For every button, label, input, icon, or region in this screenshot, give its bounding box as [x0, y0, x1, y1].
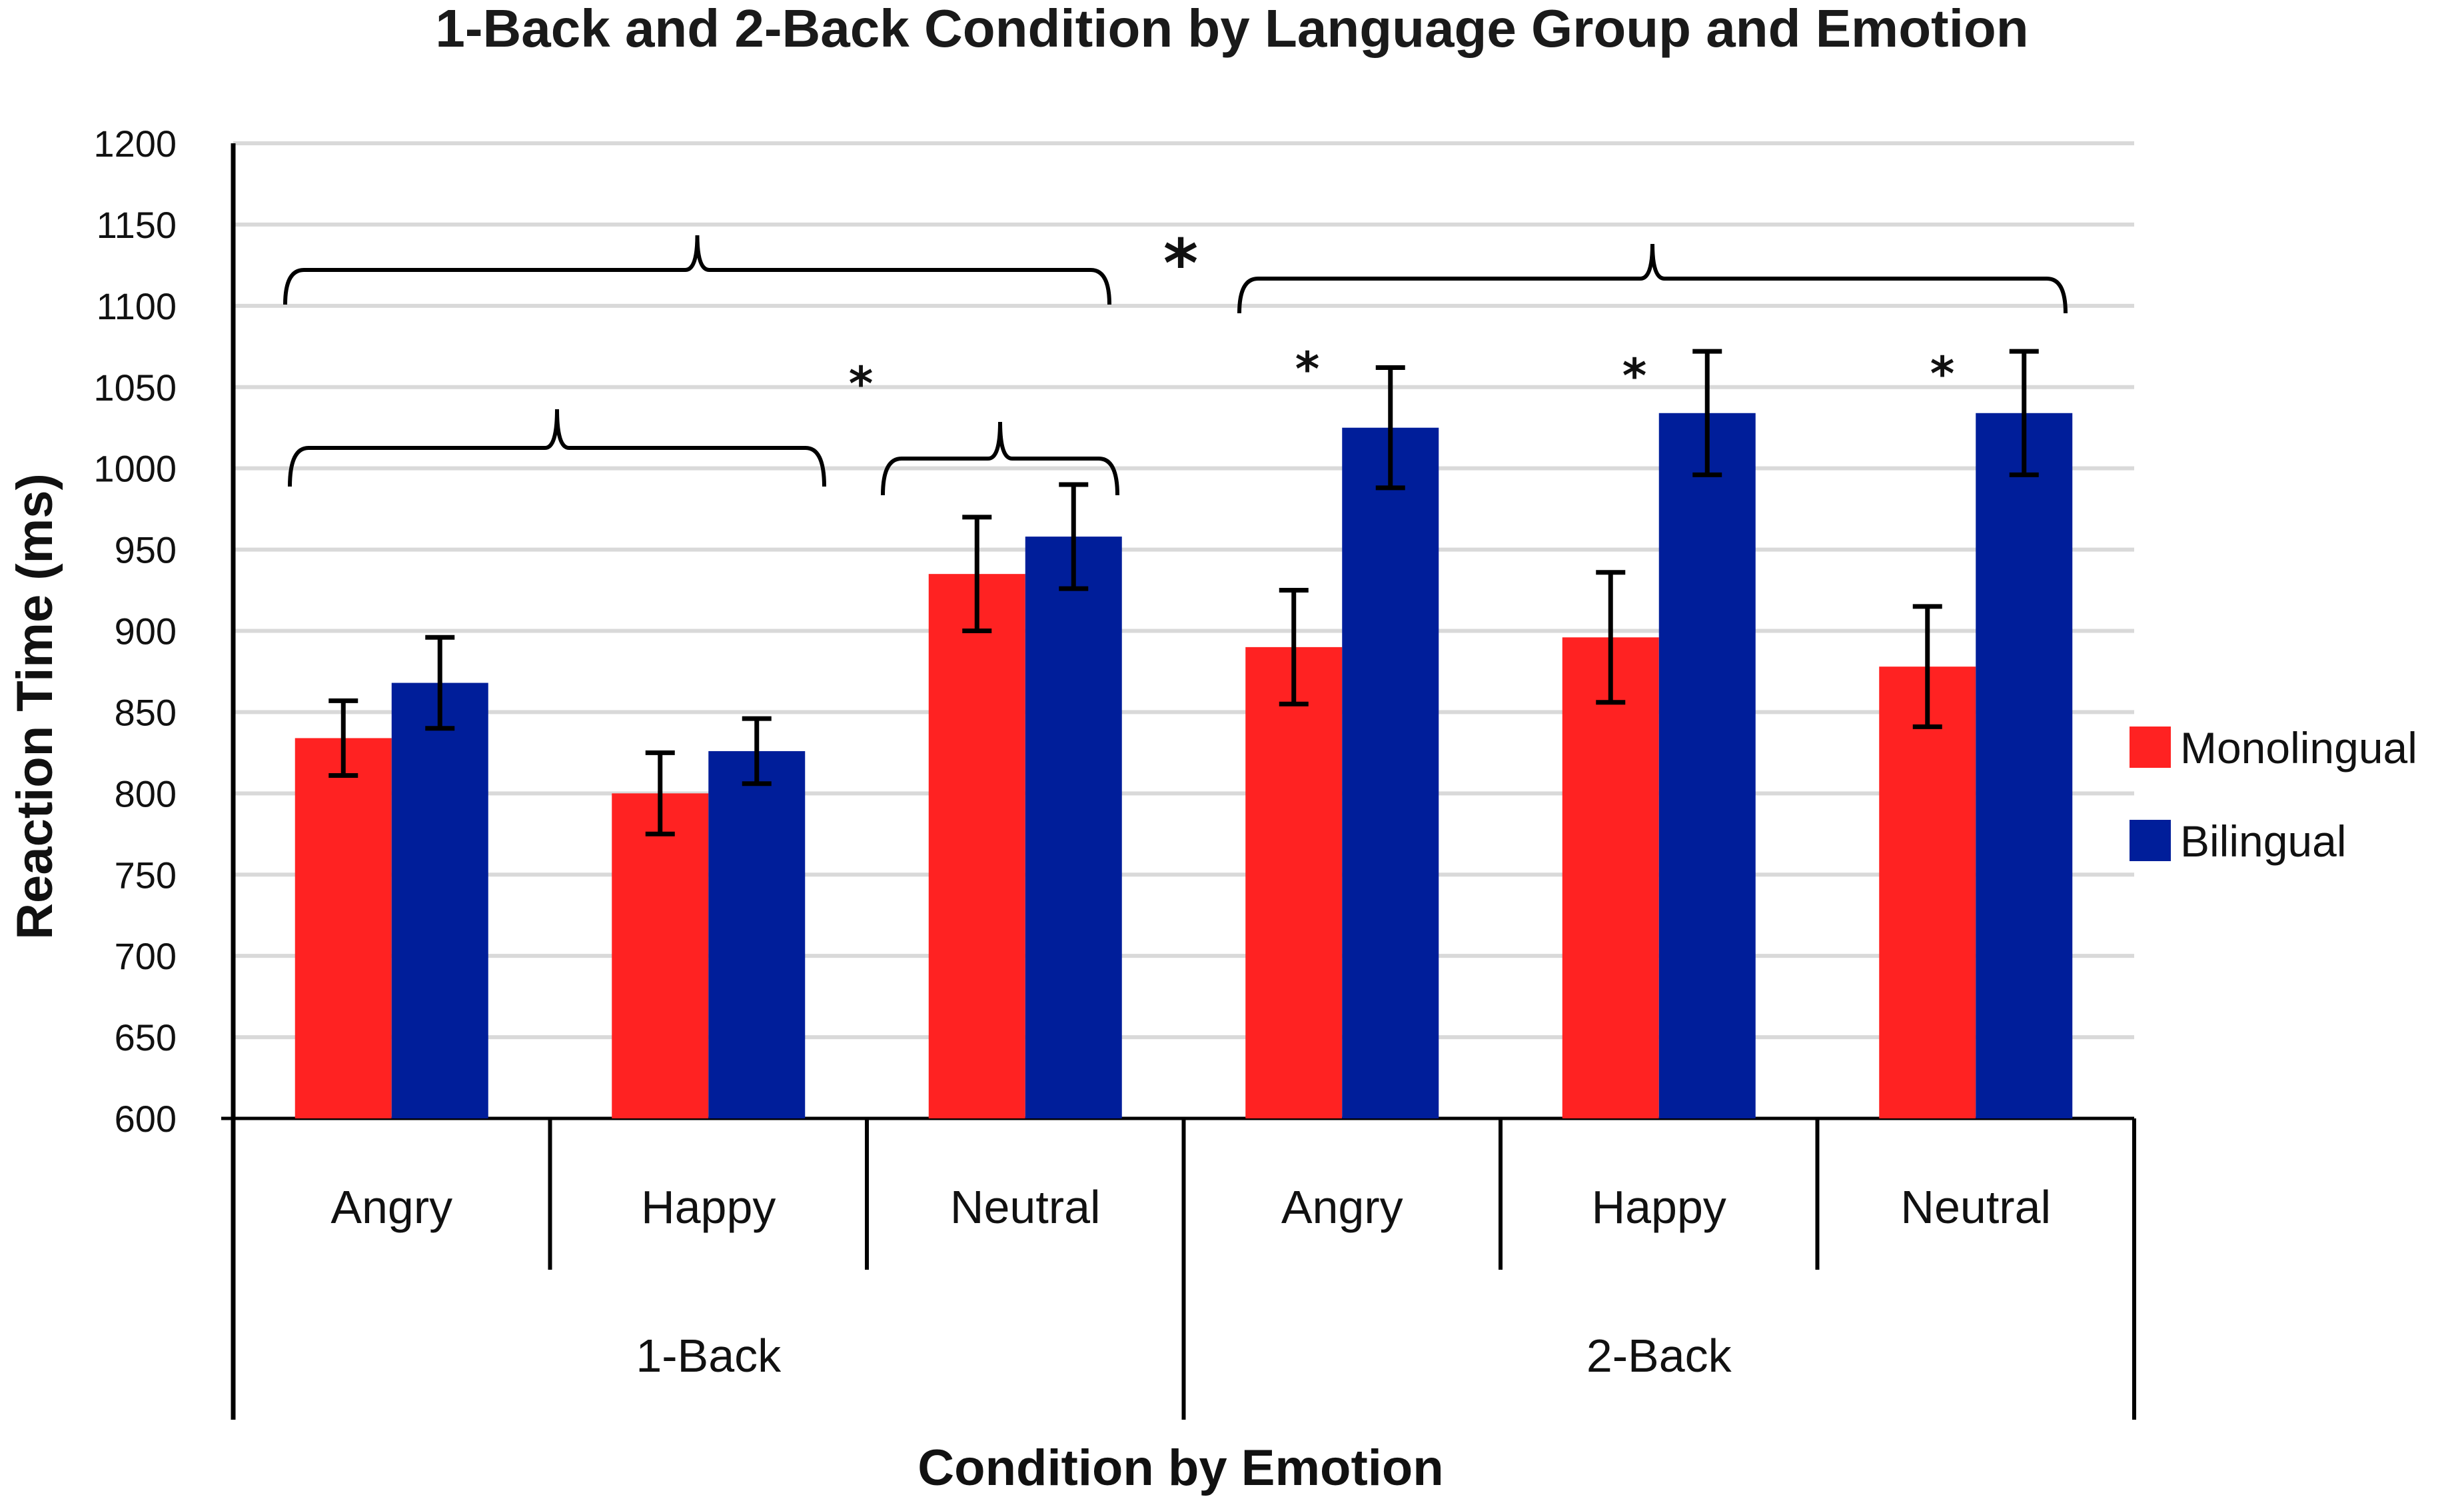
bar-bilingual — [1342, 427, 1439, 1119]
bar-monolingual — [1879, 667, 1976, 1118]
y-tick-label: 650 — [115, 1016, 177, 1058]
category-label: Neutral — [1900, 1181, 2051, 1233]
y-tick-label: 1200 — [93, 123, 177, 165]
y-tick-label: 900 — [115, 611, 177, 653]
significance-star: * — [1295, 342, 1320, 397]
legend-label-monolingual: Monolingual — [2180, 723, 2417, 772]
significance-star: * — [1622, 349, 1647, 403]
bar-monolingual — [928, 574, 1025, 1118]
y-tick-label: 800 — [115, 772, 177, 814]
bar-bilingual — [1025, 537, 1122, 1118]
legend-swatch-bilingual — [2130, 820, 2171, 861]
bar-monolingual — [612, 793, 709, 1118]
y-tick-label: 950 — [115, 529, 177, 571]
category-label: Happy — [641, 1181, 776, 1233]
y-tick-label: 750 — [115, 854, 177, 896]
bar-bilingual — [1976, 413, 2073, 1118]
y-tick-label: 700 — [115, 935, 177, 977]
brace-neutral-1back — [881, 421, 1119, 496]
bar-monolingual — [1245, 647, 1343, 1118]
y-axis-title: Reaction Time (ms) — [7, 473, 63, 940]
brace-1back-all — [283, 235, 1111, 305]
legend-swatch-monolingual — [2130, 727, 2171, 768]
legend-label-bilingual: Bilingual — [2180, 816, 2347, 866]
category-label: Angry — [330, 1181, 452, 1233]
bar-bilingual — [1658, 413, 1756, 1118]
y-tick-label: 600 — [115, 1098, 177, 1140]
brace-angry-happy — [288, 409, 826, 487]
bar-monolingual — [1562, 637, 1659, 1118]
chart-title: 1-Back and 2-Back Condition by Language … — [435, 0, 2028, 58]
bar-bilingual — [391, 683, 488, 1118]
significance-star: * — [849, 357, 874, 411]
x-axis-title: Condition by Emotion — [918, 1440, 1443, 1496]
category-label: Happy — [1592, 1181, 1726, 1233]
group-label: 2-Back — [1586, 1330, 1732, 1382]
category-label: Angry — [1281, 1181, 1403, 1233]
y-tick-label: 850 — [115, 691, 177, 733]
significance-star: * — [1930, 347, 1955, 401]
brace-2back-all — [1237, 243, 2068, 314]
bar-bilingual — [708, 750, 806, 1118]
y-tick-label: 1150 — [97, 204, 177, 246]
y-tick-label: 1050 — [93, 367, 177, 409]
y-tick-label: 1000 — [93, 448, 177, 490]
y-tick-label: 1100 — [97, 285, 177, 327]
group-label: 1-Back — [636, 1330, 782, 1382]
significance-star: * — [1163, 225, 1198, 303]
category-label: Neutral — [950, 1181, 1101, 1233]
bar-monolingual — [295, 738, 392, 1118]
